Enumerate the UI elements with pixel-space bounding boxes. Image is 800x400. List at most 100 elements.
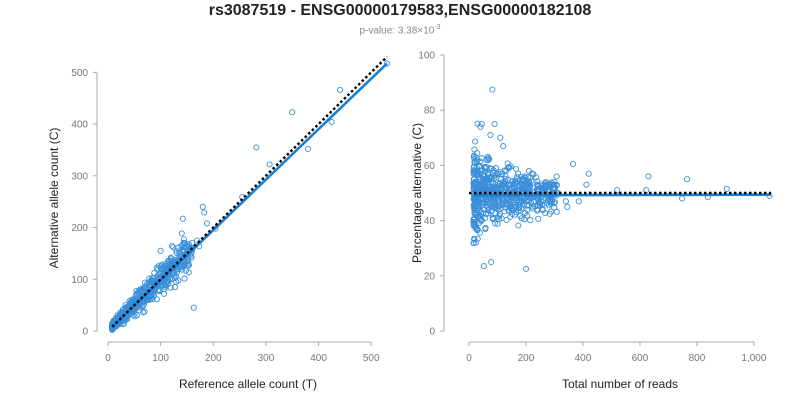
data-point: [527, 217, 534, 224]
y-tick-label: 0: [429, 327, 435, 338]
y-tick-label: 100: [71, 275, 88, 286]
data-point: [478, 155, 485, 162]
data-point: [201, 209, 208, 216]
data-point: [723, 185, 730, 192]
data-point: [501, 167, 508, 174]
p-value-exponent: -3: [434, 24, 441, 31]
data-point: [494, 220, 501, 227]
data-point: [179, 215, 186, 222]
data-point: [474, 213, 482, 220]
data-point: [485, 154, 492, 162]
data-point: [488, 258, 495, 266]
data-point: [480, 199, 487, 206]
y-axis: 0 100 200 300 400 500: [71, 68, 98, 338]
data-point: [482, 215, 489, 222]
x-tick-label: 800: [689, 353, 706, 364]
data-point: [383, 60, 391, 67]
data-points: [470, 86, 773, 272]
data-point: [551, 178, 558, 186]
data-point: [148, 290, 155, 297]
data-point: [491, 175, 498, 182]
data-point: [522, 209, 529, 217]
data-point: [497, 169, 504, 176]
data-point: [515, 199, 522, 206]
data-point: [519, 198, 526, 205]
data-point: [190, 304, 197, 311]
y-tick-label: 0: [82, 327, 88, 338]
data-point: [521, 173, 528, 180]
data-point: [337, 86, 344, 93]
data-point: [497, 134, 504, 141]
data-point: [562, 198, 569, 205]
y-axis: 0 20 40 60 80 100: [418, 51, 445, 338]
data-point: [510, 181, 517, 188]
chart-title: rs3087519 - ENSG00000179583,ENSG00000182…: [208, 2, 592, 19]
data-point: [171, 284, 178, 291]
data-point: [575, 198, 582, 205]
data-point: [289, 109, 296, 116]
data-point: [170, 244, 177, 251]
data-point: [489, 86, 496, 93]
data-point: [488, 165, 495, 172]
data-point: [494, 197, 501, 205]
data-point: [507, 213, 514, 220]
y-tick-label: 60: [424, 161, 436, 172]
data-point: [487, 131, 494, 139]
data-point: [484, 171, 492, 178]
data-point: [473, 185, 480, 192]
data-point: [203, 220, 211, 227]
y-axis-title: Alternative allele count (C): [47, 128, 61, 269]
data-point: [181, 244, 188, 251]
x-tick-label: 500: [363, 353, 380, 364]
data-point: [500, 143, 507, 150]
data-point: [534, 206, 541, 213]
data-point: [529, 205, 536, 212]
data-point: [173, 247, 180, 254]
data-point: [131, 296, 138, 304]
data-point: [546, 210, 553, 217]
data-point: [179, 247, 186, 254]
reference-line: [111, 55, 388, 328]
data-point: [128, 305, 135, 312]
data-point: [551, 204, 558, 211]
data-point: [185, 243, 192, 250]
data-point: [679, 195, 686, 202]
data-point: [585, 170, 592, 177]
data-point: [569, 160, 577, 168]
data-point: [490, 172, 497, 180]
data-point: [525, 173, 532, 180]
data-point: [186, 261, 193, 268]
data-point: [470, 222, 477, 229]
data-point: [167, 257, 174, 264]
data-point: [506, 164, 513, 171]
data-point: [486, 201, 493, 208]
data-point: [512, 205, 519, 212]
y-tick-label: 20: [424, 271, 436, 282]
data-point: [551, 199, 558, 206]
data-point: [471, 170, 479, 177]
data-point: [546, 184, 553, 191]
data-point: [472, 138, 479, 145]
x-axis-title: Total number of reads: [562, 377, 678, 391]
x-axis-title: Reference allele count (T): [179, 377, 317, 391]
data-point: [544, 196, 551, 203]
data-point: [493, 185, 500, 192]
data-point: [189, 239, 196, 246]
data-point: [513, 208, 520, 216]
data-point: [645, 173, 652, 180]
x-axis: 0 100 200 300 400 500: [105, 341, 380, 364]
data-point: [523, 202, 530, 209]
data-point: [508, 178, 515, 185]
y-tick-label: 40: [424, 216, 436, 227]
data-point: [476, 229, 483, 236]
data-point: [490, 169, 497, 176]
x-tick-label: 0: [105, 353, 111, 364]
data-point: [564, 203, 571, 210]
data-point: [133, 312, 140, 319]
x-tick-label: 400: [310, 353, 327, 364]
data-point: [479, 185, 486, 193]
data-point: [144, 280, 151, 287]
y-tick-label: 500: [71, 68, 88, 79]
y-tick-label: 200: [71, 223, 88, 234]
x-tick-label: 100: [152, 353, 169, 364]
